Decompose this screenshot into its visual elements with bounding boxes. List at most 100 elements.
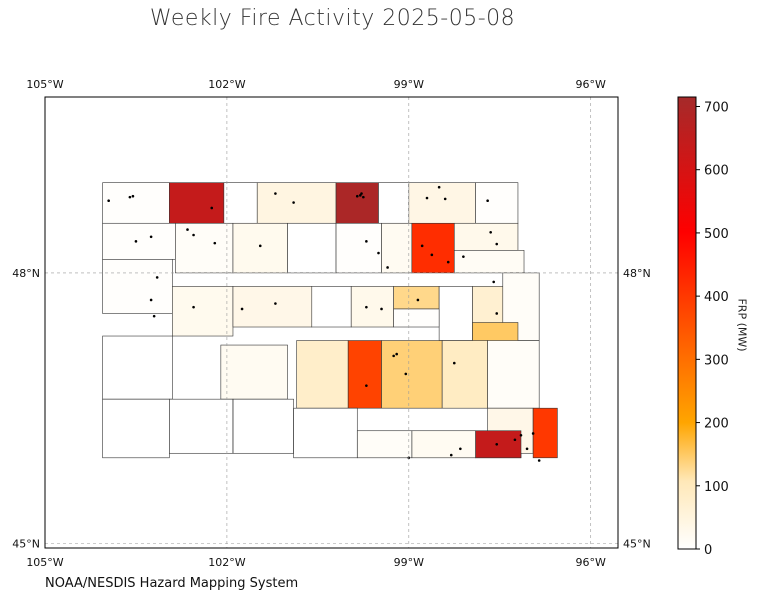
fire-point [134, 240, 138, 243]
county-cell [220, 344, 288, 400]
fire-point [380, 307, 383, 311]
map-title: Weekly Fire Activity 2025-05-08 [149, 6, 516, 31]
county-cell [232, 286, 313, 328]
fire-point [365, 240, 368, 243]
fire-point [213, 241, 217, 245]
colorbar-tick-label: 100 [704, 480, 729, 495]
colorbar-tick-label: 0 [704, 543, 712, 558]
colorbar-tick-label: 300 [704, 353, 729, 368]
lon-tick-label: 99°W [394, 556, 424, 569]
county-cell [296, 340, 349, 409]
county-layer [102, 182, 558, 459]
county-cell [102, 182, 170, 224]
county-cell [175, 222, 234, 274]
county-cell [232, 222, 288, 274]
fire-point [430, 253, 434, 257]
fire-point [152, 314, 156, 318]
colorbar-tick-label: 700 [704, 100, 729, 115]
latitude-labels-right: 48°N 45°N [623, 267, 651, 551]
county-cell [381, 222, 413, 274]
fire-point [495, 312, 499, 315]
source-credit: NOAA/NESDIS Hazard Mapping System [45, 576, 299, 591]
county-cell [356, 430, 413, 459]
county-cell [102, 259, 173, 314]
county-cell [408, 182, 476, 224]
county-cell [438, 286, 473, 341]
fire-point [462, 255, 465, 258]
lon-tick-label: 102°W [208, 78, 245, 91]
county-cell [487, 340, 540, 409]
county-cell [311, 286, 352, 328]
fire-point [360, 192, 363, 195]
fire-point [128, 195, 132, 199]
colorbar-tick-label: 500 [704, 227, 729, 242]
lon-tick-label: 96°W [576, 78, 606, 91]
colorbar [677, 96, 697, 550]
fire-point [149, 298, 153, 302]
map-frame [44, 96, 619, 549]
fire-point [355, 194, 359, 198]
fire-point [437, 185, 441, 189]
lat-tick-label: 45°N [12, 537, 40, 550]
lon-tick-label: 96°W [576, 556, 606, 569]
county-cell [532, 407, 558, 459]
longitude-labels-bottom: 105°W 102°W 99°W 96°W [26, 556, 606, 569]
county-outline [169, 398, 234, 454]
fire-point [192, 233, 195, 237]
fire-points-layer [107, 185, 541, 462]
fire-point [443, 197, 447, 201]
fire-point [452, 361, 456, 365]
county-outline [102, 335, 173, 400]
colorbar-label: FRP (MW) [735, 298, 749, 352]
colorbar-ticks: 0 100 200 300 400 500 600 700 [696, 100, 729, 558]
fire-point [386, 266, 389, 269]
fire-point [420, 244, 424, 248]
colorbar-tick-label: 400 [704, 290, 729, 305]
county-cell [475, 430, 522, 459]
county-cell [347, 340, 382, 409]
lon-tick-label: 99°W [394, 78, 424, 91]
fire-point [210, 206, 214, 210]
fire-point [292, 201, 295, 204]
lon-tick-label: 102°W [208, 556, 245, 569]
county-cell [378, 182, 410, 224]
boundary-lines [102, 335, 358, 459]
county-cell [475, 182, 519, 224]
fire-point [365, 305, 368, 309]
county-cell [411, 430, 476, 459]
latitude-labels-left: 48°N 45°N [12, 267, 40, 551]
lat-tick-label: 48°N [623, 267, 651, 280]
fire-point [274, 302, 277, 305]
county-cell [453, 222, 519, 251]
county-outline [293, 407, 358, 459]
county-cell [381, 340, 443, 409]
fire-point [489, 231, 492, 234]
fire-point [449, 453, 453, 457]
county-cell [411, 222, 455, 274]
fire-point [258, 244, 262, 248]
county-cell [393, 286, 440, 310]
fire-point [240, 307, 244, 311]
county-cell [169, 182, 225, 224]
county-cell [393, 308, 440, 328]
fire-point [274, 192, 277, 195]
county-outline [102, 398, 170, 459]
fire-point [155, 276, 159, 279]
fire-point [459, 447, 462, 451]
county-cell [256, 182, 337, 224]
longitude-labels-top: 105°W 102°W 99°W 96°W [26, 78, 606, 91]
fire-point [395, 352, 398, 356]
county-cell [172, 286, 234, 337]
fire-point [519, 433, 523, 437]
fire-point [495, 242, 499, 246]
fire-point [192, 305, 195, 309]
county-cell [350, 286, 394, 328]
county-cell [335, 222, 382, 274]
lon-tick-label: 105°W [26, 78, 63, 91]
fire-point [525, 447, 529, 451]
county-cell [102, 222, 176, 260]
fire-point [416, 298, 420, 302]
county-cell [287, 222, 337, 274]
colorbar-tick-label: 200 [704, 417, 729, 432]
fire-point [531, 432, 535, 435]
